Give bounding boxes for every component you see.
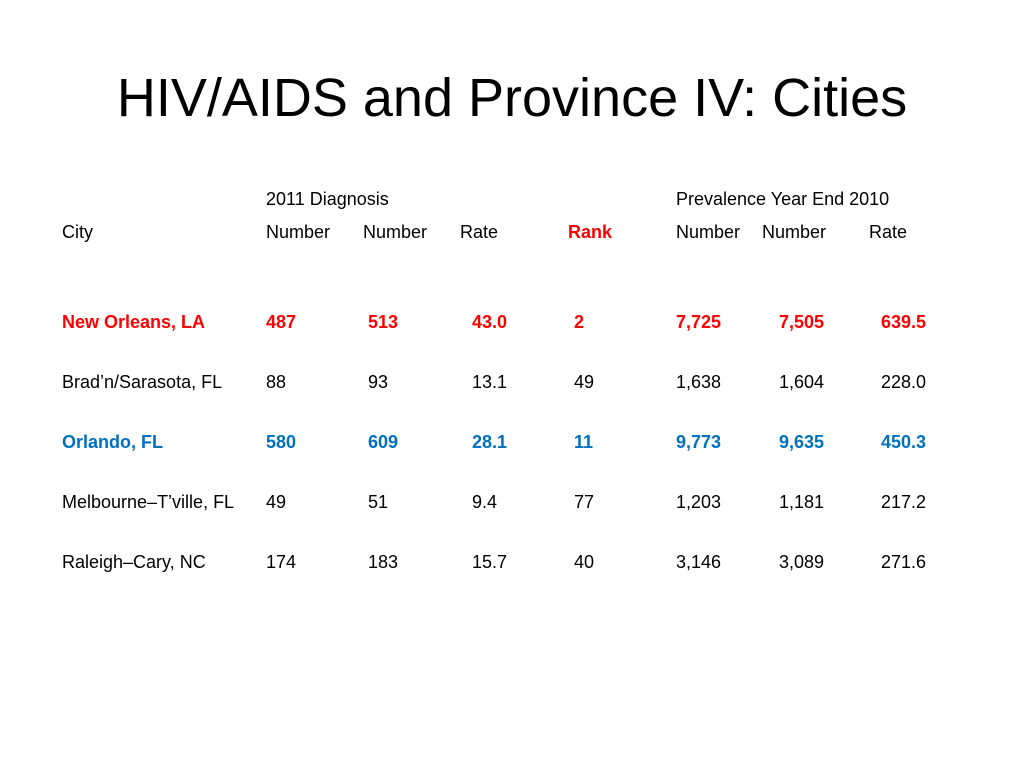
header-group-diagnosis: 2011 Diagnosis <box>266 189 389 209</box>
cell-rank: 77 <box>574 492 595 512</box>
cell-diag-number-2: 183 <box>368 552 399 572</box>
cell-city: Raleigh–Cary, NC <box>62 552 206 572</box>
cell-city: Melbourne–T’ville, FL <box>62 492 235 512</box>
cell-diag-number-1: 49 <box>266 492 287 512</box>
cell-prev-number-2: 1,181 <box>779 492 825 512</box>
cell-diag-number-1: 487 <box>266 312 297 332</box>
cell-prev-rate: 450.3 <box>881 432 927 452</box>
cell-prev-rate: 217.2 <box>881 492 927 512</box>
header-diag-number-1: Number <box>266 222 331 242</box>
cell-diag-number-2: 609 <box>368 432 399 452</box>
cell-prev-number-1: 1,203 <box>676 492 722 512</box>
header-prev-rate: Rate <box>869 222 908 242</box>
cell-diag-number-1: 174 <box>266 552 297 572</box>
slide-title: HIV/AIDS and Province IV: Cities <box>116 68 908 128</box>
header-diag-rate: Rate <box>460 222 499 242</box>
cell-diag-number-2: 513 <box>368 312 399 332</box>
cell-diag-rate: 28.1 <box>472 432 508 452</box>
cell-rank: 49 <box>574 372 595 392</box>
header-prev-number-2: Number <box>762 222 827 242</box>
cell-prev-number-1: 3,146 <box>676 552 722 572</box>
header-group-prevalence: Prevalence Year End 2010 <box>676 189 890 209</box>
cell-diag-rate: 9.4 <box>472 492 498 512</box>
cell-city: New Orleans, LA <box>62 312 206 332</box>
header-diag-number-2: Number <box>363 222 428 242</box>
cell-prev-rate: 271.6 <box>881 552 927 572</box>
cell-rank: 2 <box>574 312 585 332</box>
cell-diag-number-2: 93 <box>368 372 389 392</box>
cell-prev-number-2: 3,089 <box>779 552 825 572</box>
cell-rank: 11 <box>574 432 594 452</box>
cell-diag-rate: 15.7 <box>472 552 508 572</box>
cell-diag-rate: 13.1 <box>472 372 508 392</box>
header-rank: Rank <box>568 222 613 242</box>
cell-prev-number-1: 9,773 <box>676 432 722 452</box>
cell-prev-number-2: 7,505 <box>779 312 825 332</box>
cell-diag-number-2: 51 <box>368 492 389 512</box>
cell-prev-rate: 228.0 <box>881 372 927 392</box>
cell-city: Orlando, FL <box>62 432 163 452</box>
cell-diag-rate: 43.0 <box>472 312 508 332</box>
cell-diag-number-1: 580 <box>266 432 297 452</box>
cell-diag-number-1: 88 <box>266 372 287 392</box>
cell-prev-number-1: 1,638 <box>676 372 722 392</box>
cell-prev-number-1: 7,725 <box>676 312 722 332</box>
cell-city: Brad’n/Sarasota, FL <box>62 372 223 392</box>
cell-prev-number-2: 9,635 <box>779 432 825 452</box>
header-prev-number-1: Number <box>676 222 741 242</box>
cell-rank: 40 <box>574 552 595 572</box>
cell-prev-rate: 639.5 <box>881 312 927 332</box>
header-city: City <box>62 222 93 242</box>
cell-prev-number-2: 1,604 <box>779 372 825 392</box>
